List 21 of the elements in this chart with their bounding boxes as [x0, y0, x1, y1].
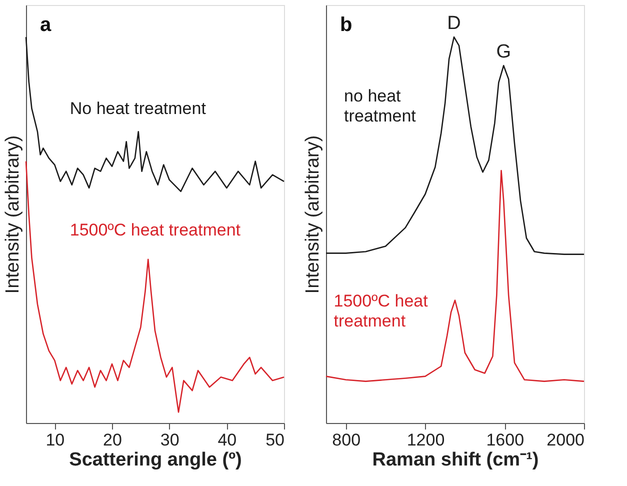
annotation: G — [496, 42, 512, 63]
x-tick-label: 50 — [266, 430, 284, 450]
annotation: D — [447, 13, 461, 34]
series-label: no heat treatment — [344, 86, 416, 126]
series-label: No heat treatment — [70, 99, 206, 118]
x-tick-label: 20 — [103, 430, 122, 450]
series-label: 1500ºC heat treatment — [70, 220, 241, 240]
chart-title: b — [340, 14, 352, 36]
x-tick-label: 30 — [160, 430, 180, 450]
x-tick-label: 40 — [218, 430, 237, 450]
x-tick-label: 1600 — [486, 430, 524, 450]
x-tick-label: 2000 — [546, 430, 584, 450]
x-axis-title: Scattering angle (º) — [69, 450, 242, 470]
chart-title: a — [40, 14, 52, 36]
x-tick-label: 800 — [332, 430, 361, 450]
series-label: 1500ºC heat treatment — [334, 291, 428, 330]
x-tick-label: 1200 — [406, 430, 445, 450]
y-axis-title: Intensity (arbitrary) — [2, 135, 24, 294]
x-tick-label: 10 — [46, 430, 65, 450]
y-axis-title: Intensity (arbitrary) — [302, 135, 324, 294]
x-axis-title: Raman shift (cm⁻¹) — [372, 450, 539, 470]
